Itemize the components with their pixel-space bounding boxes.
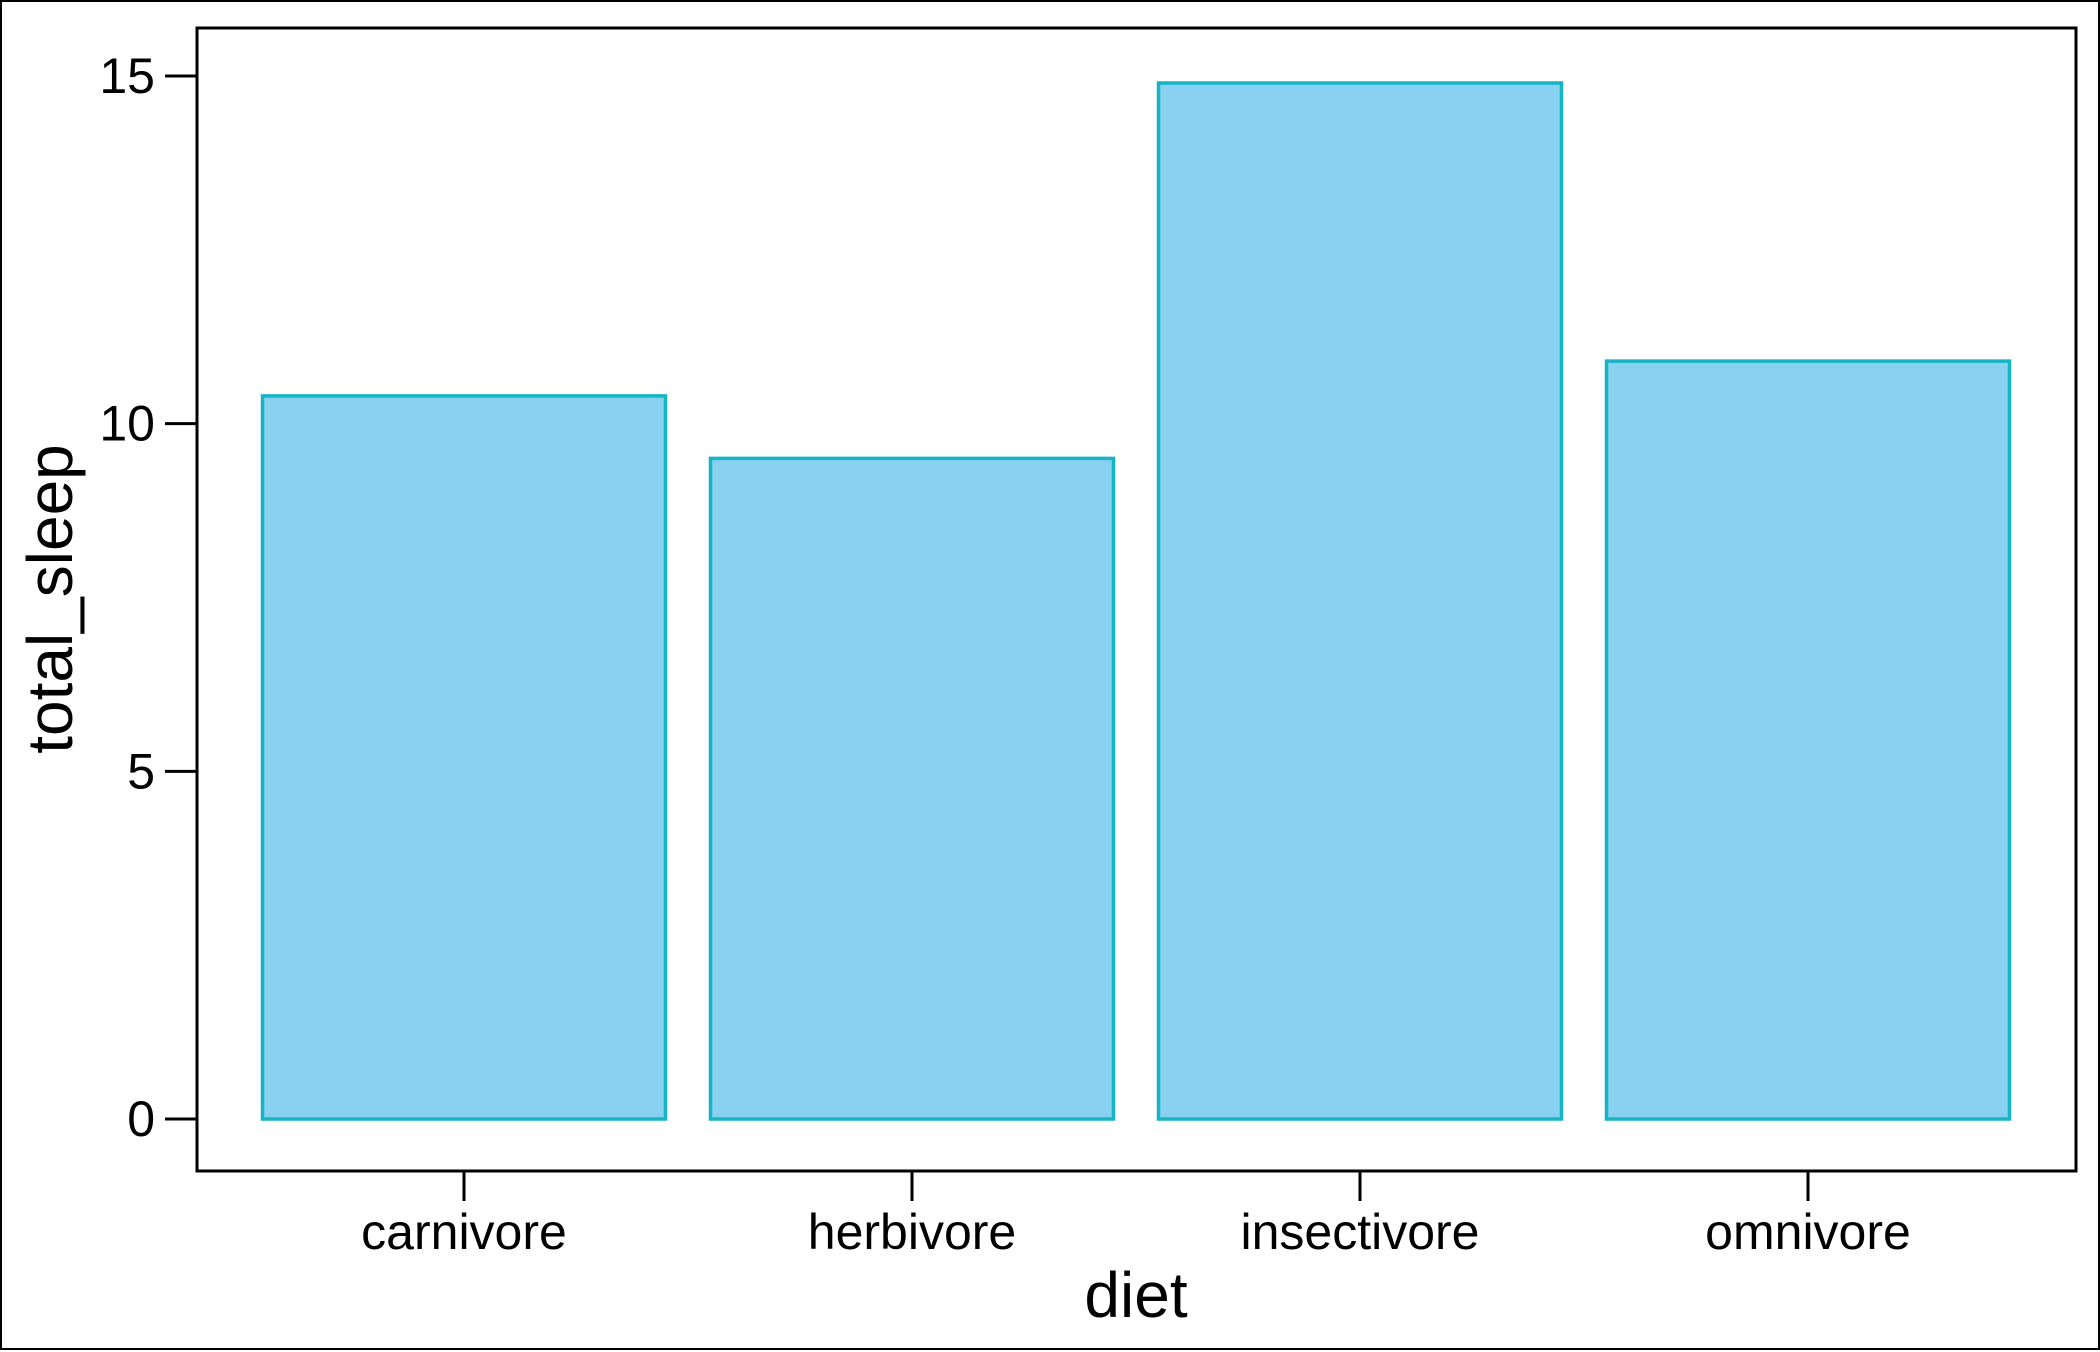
bars-layer — [260, 81, 2012, 1121]
y-tick-label-5: 5 — [127, 743, 155, 799]
x-tick-label-insectivore: insectivore — [1241, 1204, 1480, 1260]
y-tick-label-0: 0 — [127, 1091, 155, 1147]
y-axis: 0 5 10 15 — [99, 48, 197, 1147]
bar-herbivore — [708, 456, 1116, 1121]
y-tick-label-15: 15 — [99, 48, 155, 104]
x-tick-label-omnivore: omnivore — [1705, 1204, 1911, 1260]
bar-omnivore — [1604, 359, 2012, 1121]
x-axis-title: diet — [1084, 1259, 1187, 1331]
x-tick-label-herbivore: herbivore — [808, 1204, 1016, 1260]
bar-insectivore — [1156, 81, 1564, 1121]
x-axis: carnivore herbivore insectivore omnivore — [361, 1171, 1911, 1260]
y-tick-label-10: 10 — [99, 396, 155, 452]
bar-carnivore — [260, 394, 668, 1121]
x-tick-label-carnivore: carnivore — [361, 1204, 567, 1260]
plot-panel-border — [195, 26, 2078, 1173]
y-axis-title: total_sleep — [14, 444, 86, 754]
